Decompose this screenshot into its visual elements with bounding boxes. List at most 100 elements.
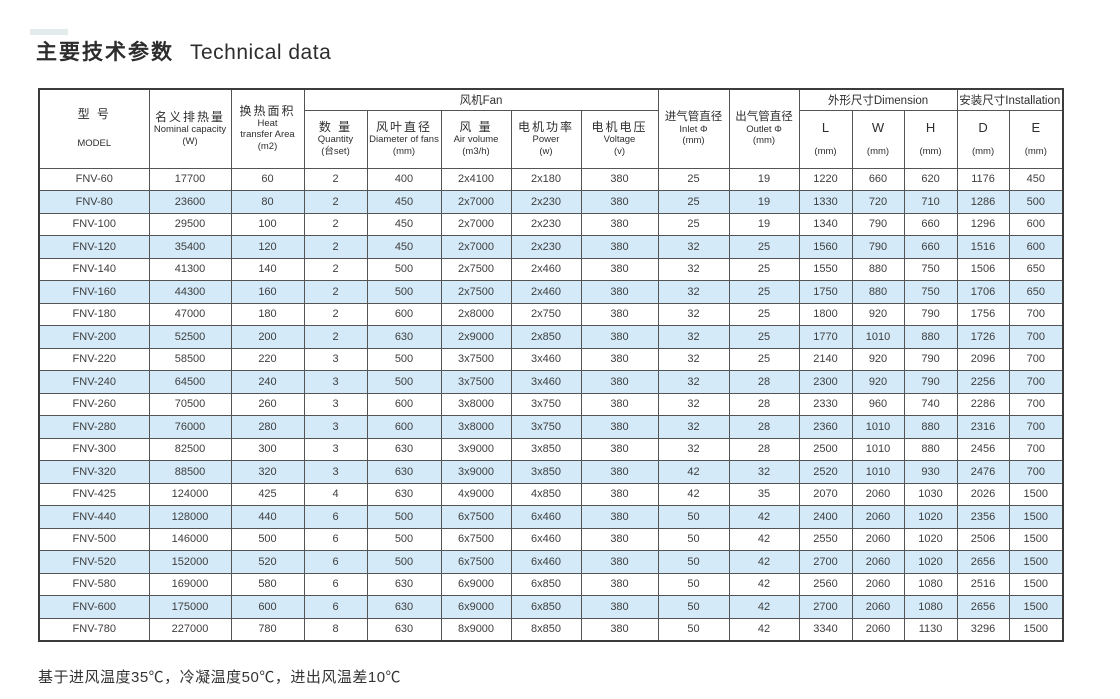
table-cell: 1010 — [851, 437, 905, 461]
table-cell: 2060 — [851, 595, 905, 619]
table-cell: 1330 — [798, 190, 853, 214]
table-cell: 124000 — [148, 482, 232, 506]
table-cell: 450 — [366, 190, 442, 214]
table-cell: 1286 — [956, 190, 1010, 214]
table-cell: 620 — [903, 167, 958, 191]
table-cell: 2x7000 — [440, 235, 512, 259]
table-cell: 720 — [851, 190, 905, 214]
table-row: FNV-160 44300 160 2 500 2x7500 2x460 380 32 25 175… — [38, 280, 1064, 304]
table-cell: 50 — [657, 617, 730, 641]
table-cell: 1516 — [956, 235, 1010, 259]
table-cell: 740 — [903, 392, 958, 416]
table-cell: 8 — [303, 617, 368, 641]
table-cell: 1726 — [956, 325, 1010, 349]
table-cell: 700 — [1008, 460, 1064, 484]
table-cell: 1800 — [798, 302, 853, 326]
cell-model: FNV-300 — [38, 437, 150, 461]
table-cell: 750 — [903, 280, 958, 304]
table-cell: 1340 — [798, 212, 853, 236]
table-row: FNV-60 17700 60 2 400 2x4100 2x180 380 25 19 1220 6… — [38, 167, 1064, 191]
table-cell: 1750 — [798, 280, 853, 304]
table-cell: 23600 — [148, 190, 232, 214]
table-cell: 42 — [728, 527, 800, 551]
table-row: FNV-140 41300 140 2 500 2x7500 2x460 380 32 25 155… — [38, 257, 1064, 281]
table-cell: 32 — [657, 257, 730, 281]
table-cell: 32 — [657, 235, 730, 259]
table-cell: 790 — [903, 370, 958, 394]
table-cell: 930 — [903, 460, 958, 484]
table-cell: 200 — [230, 325, 305, 349]
table-cell: 280 — [230, 415, 305, 439]
table-cell: 650 — [1008, 257, 1064, 281]
table-cell: 52500 — [148, 325, 232, 349]
table-cell: 42 — [728, 572, 800, 596]
table-cell: 2060 — [851, 482, 905, 506]
table-row: FNV-280 76000 280 3 600 3x8000 3x750 380 32 28 236… — [38, 415, 1064, 439]
table-cell: 25 — [728, 235, 800, 259]
table-cell: 64500 — [148, 370, 232, 394]
table-cell: 630 — [366, 325, 442, 349]
col-header-voltage: 电机电压 Voltage (v) — [580, 109, 659, 169]
col-header-L: L (mm) — [798, 109, 853, 169]
table-cell: 2 — [303, 235, 368, 259]
col-header-model: 型 号 MODEL — [38, 88, 150, 169]
table-cell: 6x7500 — [440, 505, 512, 529]
table-cell: 500 — [366, 280, 442, 304]
table-cell: 380 — [580, 595, 659, 619]
table-cell: 25 — [728, 347, 800, 371]
table-cell: 920 — [851, 347, 905, 371]
col-header-fan-diameter: 风叶直径 Diameter of fans (mm) — [366, 109, 442, 169]
table-cell: 2360 — [798, 415, 853, 439]
table-cell: 1706 — [956, 280, 1010, 304]
table-cell: 1010 — [851, 460, 905, 484]
cell-model: FNV-180 — [38, 302, 150, 326]
table-cell: 29500 — [148, 212, 232, 236]
table-cell: 380 — [580, 257, 659, 281]
table-cell: 380 — [580, 617, 659, 641]
table-cell: 1176 — [956, 167, 1010, 191]
table-cell: 2700 — [798, 550, 853, 574]
table-cell: 500 — [366, 505, 442, 529]
col-header-outlet: 出气管直径 Outlet Φ (mm) — [728, 88, 800, 169]
table-cell: 2 — [303, 325, 368, 349]
table-cell: 960 — [851, 392, 905, 416]
table-cell: 25 — [657, 167, 730, 191]
table-cell: 3340 — [798, 617, 853, 641]
cell-model: FNV-120 — [38, 235, 150, 259]
table-cell: 500 — [366, 347, 442, 371]
table-cell: 300 — [230, 437, 305, 461]
table-cell: 6 — [303, 527, 368, 551]
table-cell: 700 — [1008, 437, 1064, 461]
table-cell: 500 — [366, 257, 442, 281]
table-cell: 3x460 — [510, 347, 582, 371]
table-cell: 3x850 — [510, 437, 582, 461]
table-cell: 80 — [230, 190, 305, 214]
table-cell: 6x460 — [510, 550, 582, 574]
header-model-en: MODEL — [77, 138, 112, 150]
table-cell: 6 — [303, 505, 368, 529]
table-cell: 152000 — [148, 550, 232, 574]
table-cell: 700 — [1008, 302, 1064, 326]
page-title-en: Technical data — [190, 41, 332, 64]
table-cell: 25 — [657, 212, 730, 236]
cell-model: FNV-600 — [38, 595, 150, 619]
table-cell: 3 — [303, 370, 368, 394]
table-cell: 3x7500 — [440, 370, 512, 394]
table-cell: 380 — [580, 572, 659, 596]
table-cell: 3 — [303, 437, 368, 461]
group-header-dimension: 外形尺寸Dimension — [798, 88, 958, 111]
cell-model: FNV-200 — [38, 325, 150, 349]
table-cell: 2476 — [956, 460, 1010, 484]
table-cell: 32 — [657, 280, 730, 304]
table-row: FNV-520 152000 520 6 500 6x7500 6x460 380 50 42 27… — [38, 550, 1064, 574]
table-cell: 42 — [728, 595, 800, 619]
table-cell: 1296 — [956, 212, 1010, 236]
table-row: FNV-200 52500 200 2 630 2x9000 2x850 380 32 25 177… — [38, 325, 1064, 349]
table-cell: 500 — [366, 527, 442, 551]
table-cell: 50 — [657, 550, 730, 574]
table-cell: 450 — [1008, 167, 1064, 191]
table-row: FNV-500 146000 500 6 500 6x7500 6x460 380 50 42 25… — [38, 527, 1064, 551]
table-cell: 1500 — [1008, 550, 1064, 574]
table-cell: 1020 — [903, 527, 958, 551]
table-cell: 450 — [366, 235, 442, 259]
